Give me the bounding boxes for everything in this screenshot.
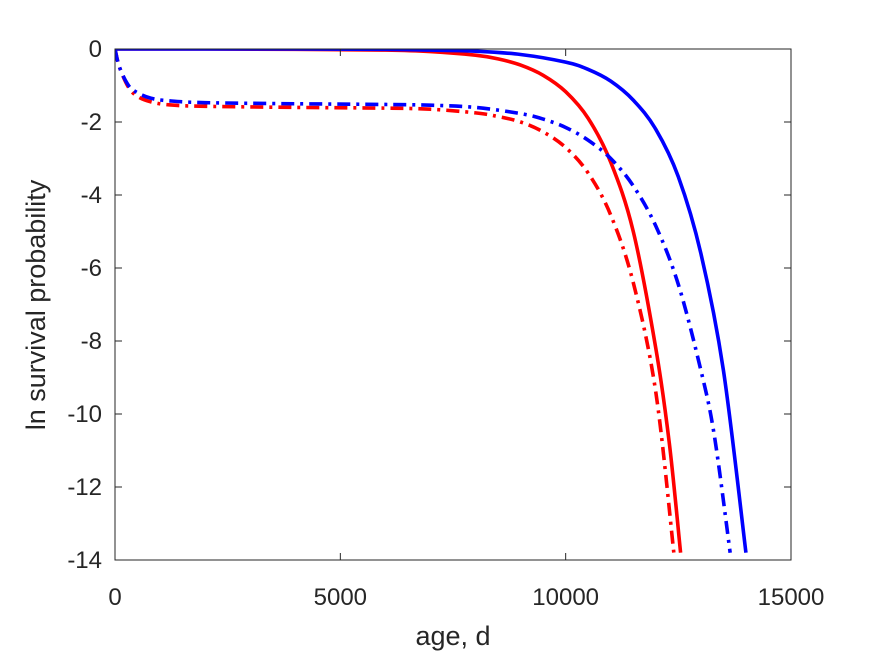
axes-box bbox=[114, 48, 792, 561]
series-line-3 bbox=[115, 49, 676, 553]
y-tick-label: -12 bbox=[67, 474, 102, 501]
tick-layer: 0 5000 10000 15000 0 -2 -4 -6 -8 -10 -12 -14 bbox=[67, 36, 824, 611]
plot-area bbox=[115, 49, 791, 560]
y-tick-label: 0 bbox=[89, 36, 102, 63]
y-tick-label: -10 bbox=[67, 401, 102, 428]
y-tick-label: -6 bbox=[81, 255, 102, 282]
y-tick-label: -8 bbox=[81, 328, 102, 355]
x-tick-label: 10000 bbox=[532, 584, 599, 611]
x-tick-label: 0 bbox=[108, 584, 121, 611]
y-tick-label: -14 bbox=[67, 547, 102, 574]
x-tick-label: 15000 bbox=[758, 584, 825, 611]
x-tick-label: 5000 bbox=[314, 584, 367, 611]
y-tick-label: -4 bbox=[81, 182, 102, 209]
series-line-4 bbox=[115, 49, 732, 553]
y-tick-label: -2 bbox=[81, 109, 102, 136]
x-axis-label: age, d bbox=[415, 621, 490, 651]
y-axis-label: ln survival probability bbox=[21, 179, 51, 430]
